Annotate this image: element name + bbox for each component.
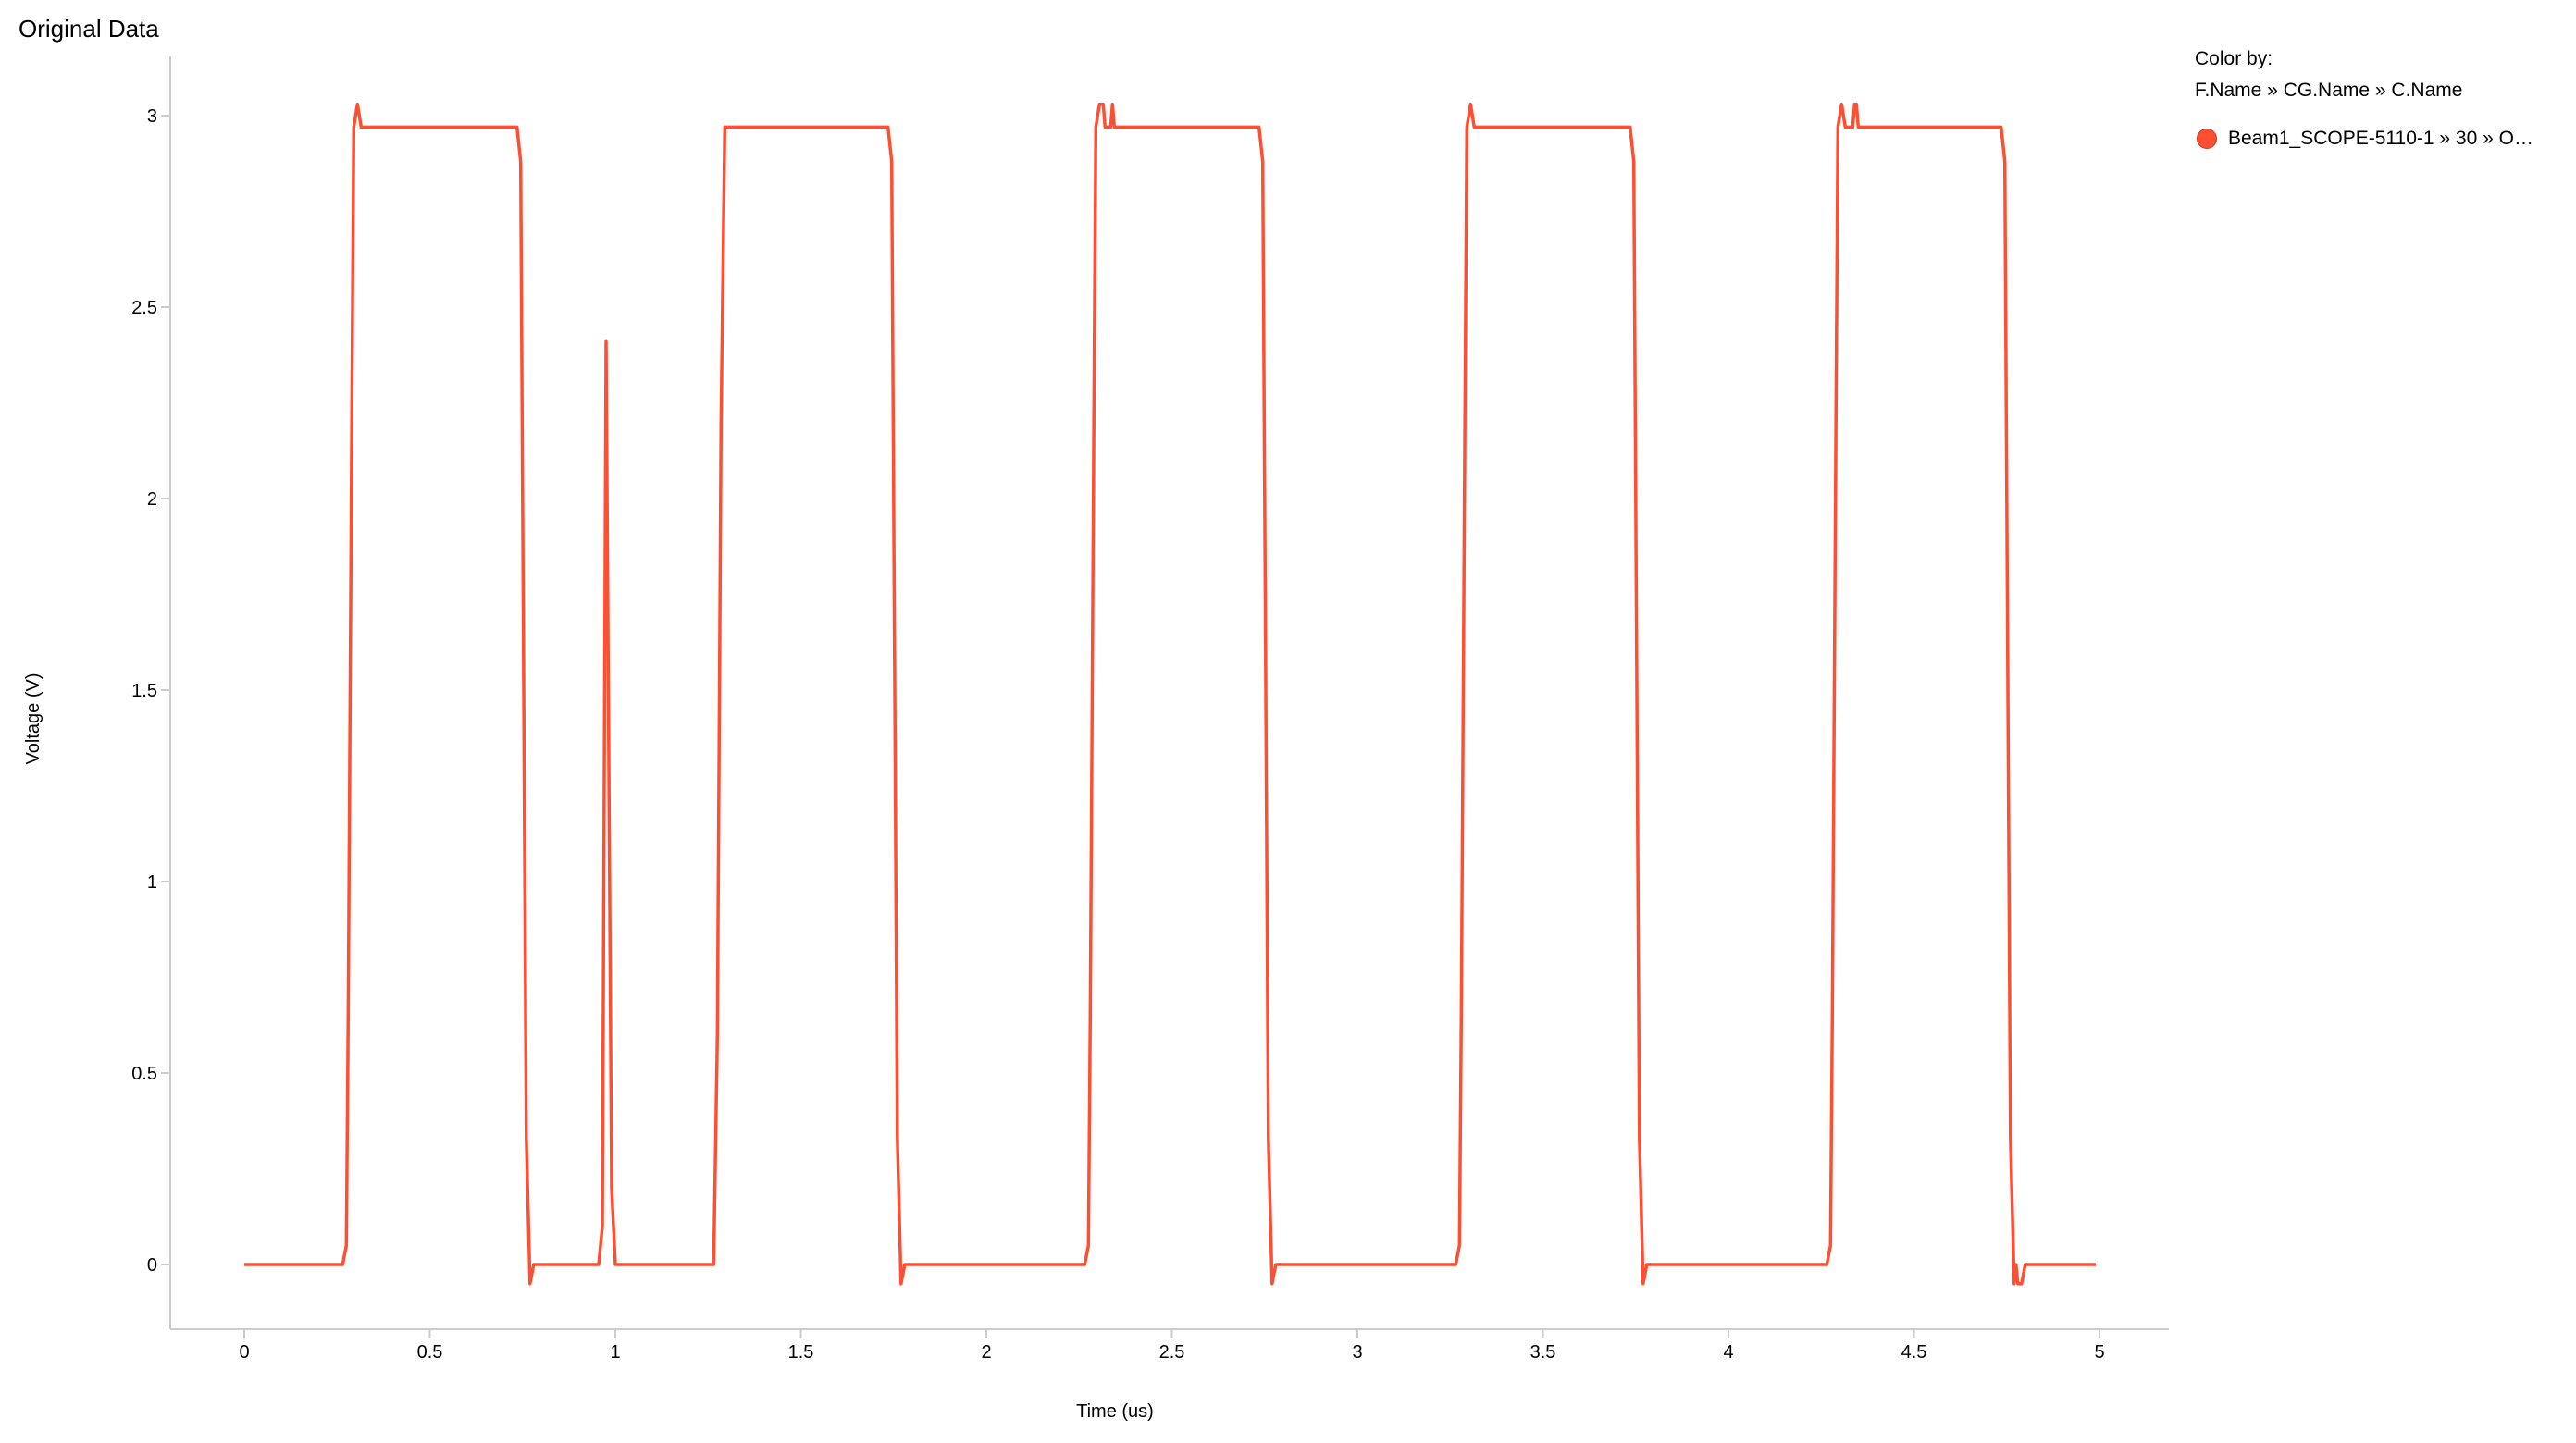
legend-fields: F.Name » CG.Name » C.Name — [2195, 80, 2463, 101]
y-tick-label: 0.5 — [131, 1064, 157, 1084]
x-tick-label: 0 — [239, 1342, 249, 1363]
y-tick-label: 0 — [147, 1255, 157, 1276]
x-tick-label: 1.5 — [788, 1342, 814, 1363]
legend: Color by: F.Name » CG.Name » C.Name Beam… — [2195, 48, 2533, 150]
y-axis-label: Voltage (V) — [23, 673, 43, 765]
series-line — [244, 102, 2096, 1286]
y-tick-label: 1.5 — [131, 681, 157, 701]
x-tick-label: 3 — [1352, 1342, 1362, 1363]
x-tick-label: 5 — [2094, 1342, 2104, 1363]
x-tick-label: 0.5 — [417, 1342, 443, 1363]
x-tick-label: 4.5 — [1901, 1342, 1927, 1363]
x-tick-label: 2 — [981, 1342, 991, 1363]
legend-item[interactable]: Beam1_SCOPE-5110-1 » 30 » O… — [2195, 128, 2533, 150]
legend-heading: Color by: — [2195, 48, 2273, 69]
y-tick-label: 2 — [147, 489, 157, 510]
y-tick-label: 3 — [147, 106, 157, 127]
x-tick-label: 3.5 — [1530, 1342, 1556, 1363]
x-axis-label: Time (us) — [1076, 1401, 1154, 1422]
legend-color-dot-icon — [2197, 129, 2217, 149]
legend-item-label: Beam1_SCOPE-5110-1 » 30 » O… — [2228, 128, 2533, 149]
y-tick-label: 1 — [147, 872, 157, 893]
x-tick-label: 1 — [610, 1342, 620, 1363]
x-tick-label: 4 — [1723, 1342, 1733, 1363]
chart-title: Original Data — [19, 15, 159, 43]
x-tick-label: 2.5 — [1159, 1342, 1185, 1363]
y-tick-label: 2.5 — [131, 298, 157, 318]
